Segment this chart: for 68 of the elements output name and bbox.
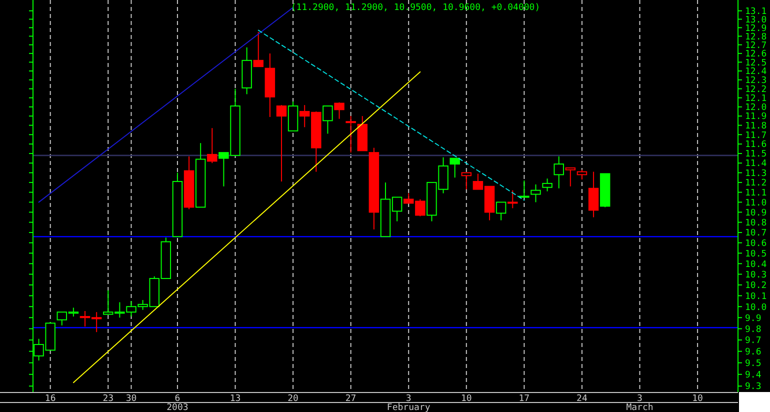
y-tick-label: 10.8 — [745, 218, 767, 228]
y-tick-label: 10.9 — [745, 208, 767, 218]
candlestick — [334, 102, 344, 120]
candlestick — [322, 105, 333, 134]
y-tick-label: 11.4 — [745, 159, 767, 170]
y-tick-label: 11.3 — [745, 168, 767, 179]
y-tick-label: 12.9 — [745, 24, 767, 34]
y-tick-label: 9.8 — [745, 324, 762, 335]
candlestick — [530, 184, 541, 203]
y-tick-label: 10.6 — [745, 238, 767, 249]
candlestick — [542, 178, 552, 192]
y-tick-label: 12.0 — [745, 103, 767, 114]
y-tick-label: 10.2 — [745, 281, 767, 292]
y-tick-label: 11.5 — [745, 150, 767, 160]
y-tick-label: 12.4 — [745, 67, 767, 78]
x-tick-label: 3 March — [626, 394, 654, 412]
y-tick-label: 11.9 — [745, 112, 767, 122]
y-tick-label: 9.9 — [745, 314, 762, 324]
candlestick — [276, 104, 287, 182]
y-tick-label: 9.3 — [745, 382, 762, 392]
x-tick-label: 20 — [288, 394, 298, 404]
y-tick-label: 11.0 — [745, 198, 767, 208]
y-tick-label: 11.6 — [745, 140, 767, 150]
x-tick-label: 27 — [345, 394, 356, 404]
x-tick-label: 17 — [518, 394, 530, 404]
y-tick-label: 11.2 — [745, 178, 767, 189]
y-tick-label: 10.5 — [745, 249, 767, 260]
y-tick-label: 10.3 — [745, 270, 767, 280]
y-tick-label: 9.5 — [745, 358, 762, 369]
y-tick-label: 13.0 — [745, 15, 767, 26]
y-tick-label: 10.7 — [745, 228, 767, 239]
x-tick-label: 13 — [230, 394, 241, 404]
candlestick — [519, 180, 530, 198]
y-tick-label: 12.6 — [745, 50, 767, 60]
x-tick-label: 24 — [576, 394, 588, 404]
candlestick — [346, 116, 356, 154]
y-tick-label: 11.7 — [745, 130, 767, 141]
y-tick-label: 12.8 — [745, 32, 767, 42]
candlestick — [508, 190, 518, 209]
candlestick — [576, 169, 588, 180]
y-tick-label: 11.8 — [745, 121, 767, 132]
y-tick-label: 10.4 — [745, 260, 767, 270]
x-tick-label: 3 February — [386, 394, 431, 412]
candlestick — [588, 171, 599, 218]
y-tick-label: 10.0 — [745, 302, 767, 313]
x-tick-label: 23 — [102, 394, 114, 404]
x-tick-label: 10 — [692, 394, 703, 404]
candlestick — [496, 202, 506, 221]
x-tick-label: 16 — [44, 394, 56, 404]
y-tick-label: 9.7 — [745, 336, 762, 346]
x-tick-label: 10 — [460, 394, 472, 404]
y-tick-label: 10.1 — [745, 292, 767, 302]
y-tick-label: 12.2 — [745, 84, 767, 95]
y-tick-label: 12.3 — [745, 76, 767, 86]
y-tick-label: 12.5 — [745, 58, 767, 68]
y-tick-label: 12.1 — [745, 94, 767, 104]
chart-title: (11.2900, 11.2900, 10.9500, 10.9600, +0.04000) — [290, 3, 540, 13]
y-tick-label: 13.1 — [745, 6, 767, 17]
candlestick — [253, 31, 264, 68]
x-tick-label: 30 — [126, 394, 137, 404]
y-tick-label: 9.6 — [745, 347, 762, 358]
candlestick — [450, 158, 460, 178]
y-tick-label: 11.1 — [745, 188, 767, 198]
candlestick — [461, 172, 472, 190]
x-tick-label: 6 2003 — [166, 394, 188, 412]
candlestick — [207, 128, 218, 164]
y-tick-label: 12.7 — [745, 40, 767, 51]
y-tick-label: 9.4 — [745, 370, 762, 381]
